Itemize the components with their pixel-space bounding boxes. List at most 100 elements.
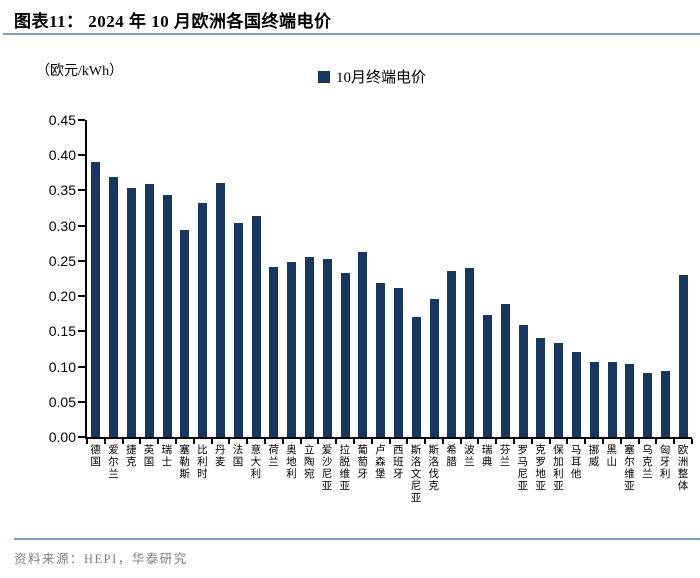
bar-塞尔维亚 (625, 364, 635, 437)
x-label-slot: 匈牙利 (655, 444, 673, 544)
x-tick-label: 法国 (231, 444, 243, 468)
x-label-slot: 卢森堡 (370, 444, 388, 544)
bar-slot (354, 120, 372, 437)
x-axis-tick (281, 439, 284, 444)
x-label-slot: 奥地利 (281, 444, 299, 544)
x-axis-tick (406, 439, 409, 444)
y-axis-tick (78, 119, 85, 121)
x-axis-tick (370, 439, 373, 444)
x-axis-tick (103, 439, 106, 444)
x-axis-tick (584, 439, 587, 444)
x-tick-label: 黑山 (605, 444, 617, 468)
x-tick-label: 丹麦 (213, 444, 225, 468)
bar-slot (336, 120, 354, 437)
y-axis-tick (78, 259, 85, 262)
figure-title: 图表11： 2024 年 10 月欧洲各国终端电价 (14, 12, 332, 31)
x-tick-label: 捷克 (124, 444, 136, 468)
bar-slot (550, 120, 568, 437)
bar-slot (229, 120, 247, 437)
bar-slot (496, 120, 514, 437)
x-tick-label: 荷兰 (267, 444, 279, 468)
y-tick-label: 0.30 (48, 217, 76, 234)
x-axis-tick (602, 439, 605, 444)
bar-乌克兰 (643, 372, 653, 437)
plot-area (78, 119, 693, 444)
x-label-slot: 西班牙 (388, 444, 406, 544)
bar-法国 (233, 222, 243, 437)
x-tick-label: 塞尔维亚 (623, 444, 635, 492)
x-tick-label: 爱沙尼亚 (320, 444, 332, 492)
bar-slot (621, 120, 639, 437)
bar-英国 (144, 184, 154, 437)
bar-slot (87, 120, 105, 437)
x-axis-tick (335, 439, 338, 444)
bar-slot (176, 120, 194, 437)
x-tick-label: 卢森堡 (373, 444, 385, 480)
bar-卢森堡 (376, 283, 386, 437)
x-axis-tick (86, 439, 88, 444)
bar-挪威 (589, 362, 599, 437)
x-axis-tick (157, 439, 160, 444)
x-label-slot: 意大利 (245, 444, 263, 544)
x-axis-tick (246, 439, 249, 444)
x-axis-tick (548, 439, 551, 444)
y-tick-label: 0.45 (48, 112, 76, 128)
bar-斯洛伐克 (429, 298, 439, 437)
bar-slot (532, 120, 550, 437)
bar-丹麦 (215, 182, 225, 437)
x-axis-tick (192, 439, 195, 444)
bar-slot (105, 120, 123, 437)
bar-slot (585, 120, 603, 437)
x-tick-label: 葡萄牙 (356, 444, 368, 480)
x-tick-label: 奥地利 (284, 444, 296, 480)
x-axis-tick (637, 439, 640, 444)
bar-希腊 (447, 271, 457, 437)
bar-slot (283, 120, 301, 437)
source-text: 资料来源：HEPI，华泰研究 (14, 552, 188, 566)
bar-slot (390, 120, 408, 437)
x-tick-label: 斯洛文尼亚 (409, 444, 421, 504)
x-tick-label: 斯洛伐克 (427, 444, 439, 492)
bar-slot (407, 120, 425, 437)
x-label-slot: 欧洲整体 (672, 444, 690, 544)
x-axis-tick (619, 439, 622, 444)
x-axis-tick (513, 439, 516, 444)
x-label-slot: 荷兰 (263, 444, 281, 544)
x-label-slot: 乌克兰 (637, 444, 655, 544)
x-axis-tick (566, 439, 569, 444)
bar-series (87, 120, 692, 437)
legend-swatch-icon (318, 70, 330, 83)
bar-葡萄牙 (358, 252, 368, 437)
x-tick-label: 罗马尼亚 (516, 444, 528, 492)
x-label-slot: 克罗地亚 (530, 444, 548, 544)
x-tick-label: 立陶宛 (302, 444, 314, 480)
bar-奥地利 (287, 261, 297, 437)
x-tick-label: 瑞士 (160, 444, 172, 468)
bar-slot (140, 120, 158, 437)
x-tick-label: 塞勒斯 (178, 444, 190, 480)
y-tick-label: 0.40 (48, 147, 76, 164)
x-label-slot: 挪威 (583, 444, 601, 544)
y-axis-tick (78, 400, 85, 403)
bar-黑山 (607, 361, 617, 437)
x-axis-tick (691, 439, 693, 444)
x-tick-label: 芬兰 (498, 444, 510, 468)
bar-slot (443, 120, 461, 437)
x-axis-tick (210, 439, 213, 444)
chart-legend: 10月终端电价 (318, 66, 426, 87)
x-axis-tick (174, 439, 177, 444)
bar-slot (674, 120, 692, 437)
bar-拉脱维亚 (340, 272, 350, 437)
x-label-slot: 保加利亚 (548, 444, 566, 544)
y-axis-tick (78, 365, 85, 368)
y-axis-tick (78, 295, 85, 298)
bar-欧洲整体 (678, 274, 688, 437)
header-divider (3, 33, 700, 35)
x-axis-tick (495, 439, 498, 444)
x-label-slot: 英国 (138, 444, 156, 544)
x-axis-tick (673, 439, 676, 444)
y-tick-label: 0.00 (48, 429, 76, 445)
bar-比利时 (198, 203, 208, 437)
x-tick-label: 希腊 (445, 444, 457, 468)
y-axis-tick (78, 189, 85, 192)
